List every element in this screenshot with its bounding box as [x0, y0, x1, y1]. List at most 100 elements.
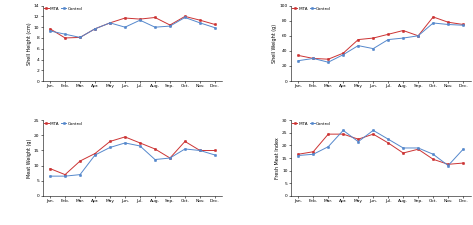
- IMTA: [355, 138, 361, 141]
- IMTA: [460, 162, 466, 164]
- IMTA: [62, 173, 68, 176]
- Control: [197, 22, 203, 24]
- Control: [341, 129, 346, 132]
- Control: [137, 145, 143, 147]
- IMTA: [122, 17, 128, 19]
- Control: [415, 34, 421, 37]
- IMTA: [137, 142, 143, 144]
- Control: [212, 154, 218, 156]
- IMTA: [47, 167, 53, 170]
- Control: [122, 142, 128, 144]
- IMTA: [122, 135, 128, 138]
- Control: [296, 154, 301, 157]
- IMTA: [167, 24, 173, 26]
- Control: [325, 145, 331, 148]
- Line: Control: Control: [297, 22, 464, 63]
- Control: [385, 138, 391, 141]
- Control: [77, 173, 83, 176]
- Control: [62, 33, 68, 36]
- IMTA: [137, 18, 143, 20]
- Control: [341, 53, 346, 56]
- Y-axis label: Shell Height (cm): Shell Height (cm): [27, 22, 32, 65]
- Line: IMTA: IMTA: [49, 15, 216, 39]
- Legend: IMTA, Control: IMTA, Control: [292, 121, 331, 126]
- Line: IMTA: IMTA: [297, 16, 464, 61]
- IMTA: [310, 57, 316, 60]
- IMTA: [107, 140, 113, 143]
- IMTA: [341, 52, 346, 54]
- IMTA: [415, 148, 421, 151]
- IMTA: [296, 153, 301, 156]
- Line: Control: Control: [49, 142, 216, 177]
- Control: [137, 19, 143, 22]
- Control: [122, 26, 128, 29]
- IMTA: [152, 148, 158, 150]
- IMTA: [182, 140, 188, 143]
- Legend: IMTA, Control: IMTA, Control: [44, 121, 83, 126]
- Control: [197, 149, 203, 152]
- Control: [167, 157, 173, 159]
- IMTA: [355, 38, 361, 41]
- Control: [370, 47, 376, 50]
- IMTA: [400, 29, 406, 32]
- Line: Control: Control: [49, 16, 216, 39]
- Control: [430, 22, 436, 24]
- Legend: IMTA, Control: IMTA, Control: [292, 7, 331, 11]
- IMTA: [212, 23, 218, 26]
- IMTA: [197, 19, 203, 22]
- Control: [370, 129, 376, 132]
- Legend: IMTA, Control: IMTA, Control: [44, 7, 83, 11]
- Control: [430, 153, 436, 156]
- IMTA: [47, 27, 53, 30]
- Control: [62, 175, 68, 178]
- Control: [460, 24, 466, 27]
- IMTA: [107, 22, 113, 24]
- IMTA: [92, 152, 98, 155]
- Control: [460, 148, 466, 151]
- Line: IMTA: IMTA: [297, 133, 464, 166]
- Control: [152, 158, 158, 161]
- Control: [47, 175, 53, 178]
- IMTA: [77, 36, 83, 39]
- Control: [415, 147, 421, 149]
- IMTA: [182, 15, 188, 18]
- Control: [107, 146, 113, 149]
- IMTA: [385, 142, 391, 144]
- IMTA: [445, 163, 451, 166]
- IMTA: [445, 21, 451, 24]
- Control: [310, 57, 316, 60]
- Control: [212, 26, 218, 29]
- Control: [182, 148, 188, 150]
- Control: [355, 140, 361, 143]
- IMTA: [212, 149, 218, 152]
- Control: [152, 26, 158, 29]
- IMTA: [430, 158, 436, 161]
- Line: Control: Control: [297, 129, 464, 167]
- IMTA: [325, 133, 331, 135]
- IMTA: [325, 58, 331, 61]
- Control: [400, 147, 406, 149]
- IMTA: [370, 37, 376, 39]
- IMTA: [197, 149, 203, 152]
- IMTA: [385, 33, 391, 36]
- Control: [92, 27, 98, 30]
- Y-axis label: Meat Weight (g): Meat Weight (g): [26, 138, 32, 178]
- IMTA: [370, 133, 376, 135]
- IMTA: [77, 160, 83, 162]
- Control: [167, 25, 173, 27]
- Control: [182, 16, 188, 19]
- Control: [77, 36, 83, 39]
- Control: [445, 23, 451, 26]
- Control: [355, 44, 361, 47]
- Control: [92, 154, 98, 156]
- Control: [310, 153, 316, 156]
- Y-axis label: Fresh Meat Index: Fresh Meat Index: [275, 137, 280, 179]
- IMTA: [341, 133, 346, 135]
- Control: [325, 61, 331, 63]
- IMTA: [167, 157, 173, 159]
- IMTA: [92, 27, 98, 30]
- IMTA: [310, 150, 316, 153]
- IMTA: [400, 152, 406, 154]
- IMTA: [415, 34, 421, 37]
- IMTA: [62, 37, 68, 39]
